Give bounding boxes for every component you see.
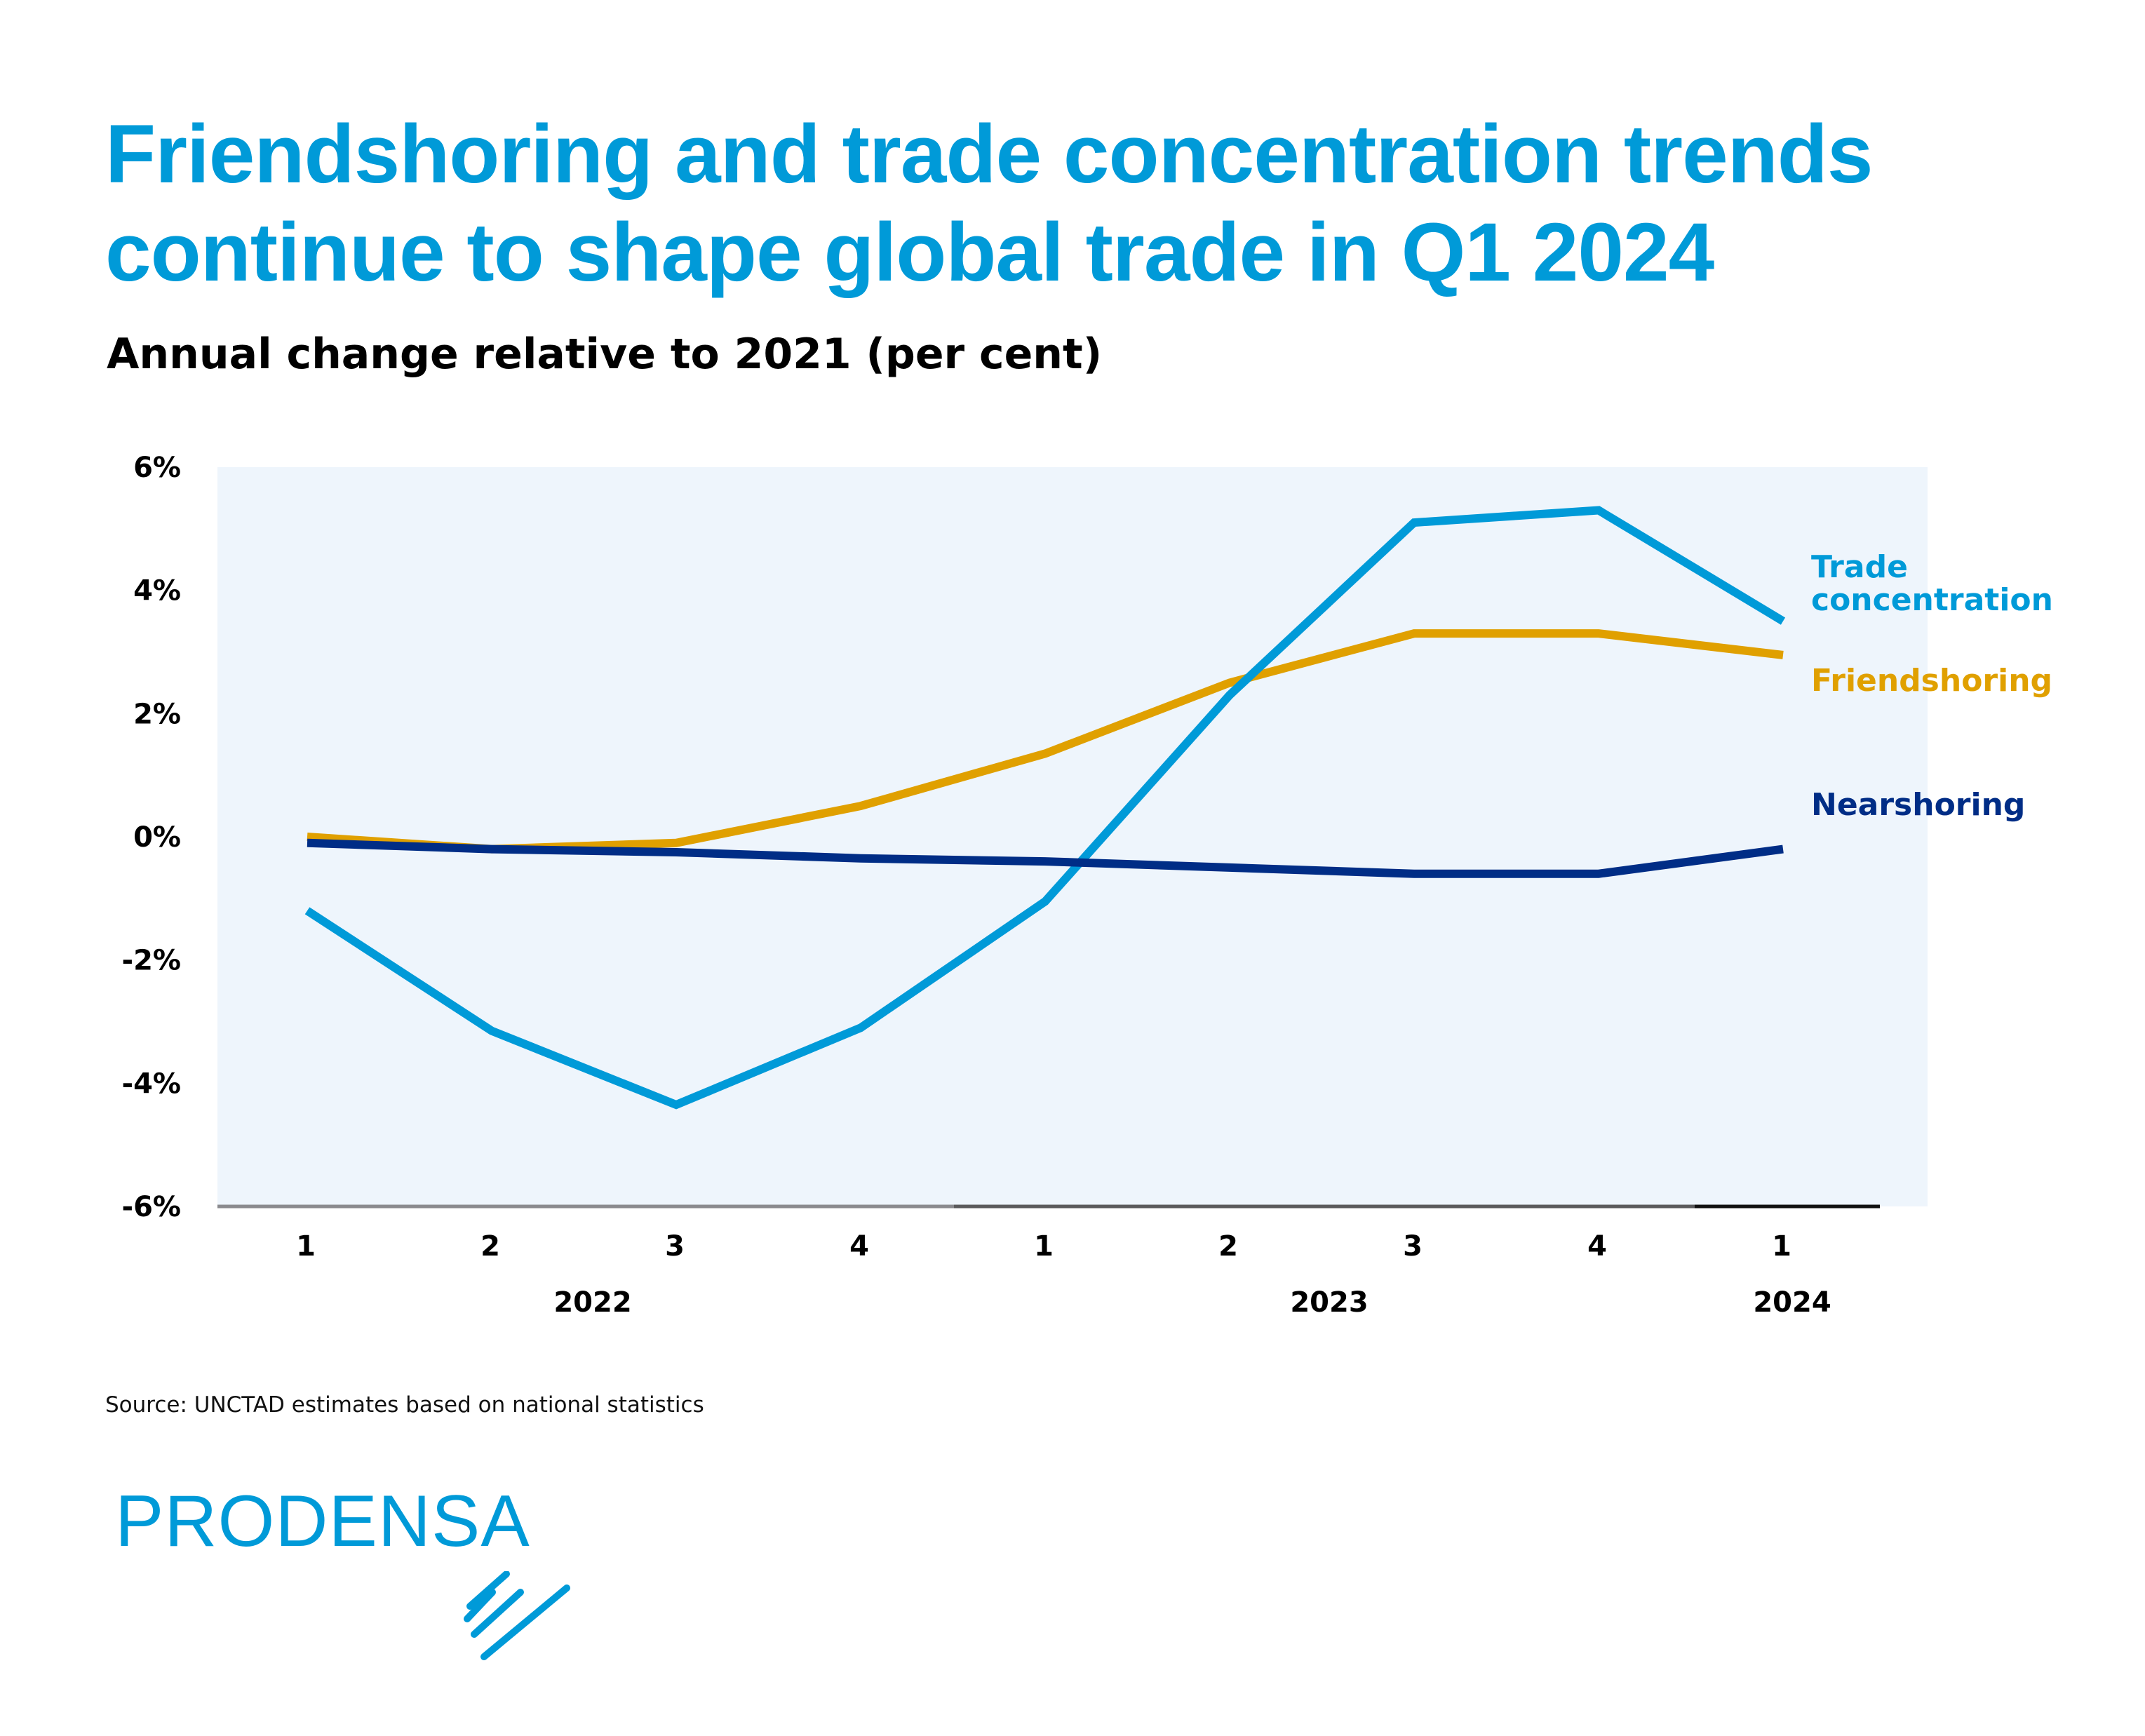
y-tick-label: -2% (121, 945, 181, 977)
y-tick-label: -4% (121, 1068, 181, 1100)
x-axis-ticks: 1 2 3 4 1 2 3 4 1 (296, 1230, 1791, 1263)
series-lines (304, 506, 1786, 1110)
x-tick-label: 4 (849, 1230, 869, 1263)
chart-subtitle: Annual change relative to 2021 (per cent… (107, 330, 1103, 379)
plot-background (217, 467, 1928, 1206)
series-line-nearshoring (307, 838, 1784, 878)
x-year-label: 2022 (553, 1286, 631, 1319)
y-tick-label: 2% (133, 698, 181, 730)
x-axis-year-labels: 2022 2023 2024 (553, 1286, 1831, 1319)
x-tick-label: 2 (480, 1230, 500, 1263)
x-tick-label: 1 (1034, 1230, 1054, 1263)
x-tick-label: 3 (665, 1230, 685, 1263)
y-tick-label: 4% (133, 575, 181, 607)
x-tick-label: 4 (1587, 1230, 1607, 1263)
x-tick-label: 1 (296, 1230, 316, 1263)
y-tick-label: -6% (121, 1191, 181, 1223)
x-tick-label: 2 (1218, 1230, 1238, 1263)
x-tick-label: 3 (1403, 1230, 1423, 1263)
prodensa-logo: PRODENSA (115, 1481, 530, 1562)
series-label-trade-concentration: concentration (1811, 582, 2053, 618)
y-tick-label: 0% (133, 821, 181, 854)
series-label-friendshoring: Friendshoring (1811, 663, 2052, 699)
series-label-nearshoring: Nearshoring (1811, 787, 2025, 823)
series-label-trade-concentration: Trade (1811, 549, 1908, 585)
series-line-trade-concentration (304, 506, 1786, 1110)
chart-title: Friendshoring and trade concentration tr… (105, 108, 1874, 299)
x-year-label: 2023 (1290, 1286, 1368, 1319)
x-year-label: 2024 (1753, 1286, 1831, 1319)
x-tick-label: 1 (1772, 1230, 1791, 1263)
line-chart: 6% 4% 2% 0% -2% -4% -6% 1 2 3 4 1 2 3 4 1 2022 2023 2024… (121, 452, 2053, 1319)
y-tick-label: 6% (133, 452, 181, 484)
prodensa-stripes-icon (464, 1571, 570, 1660)
source-note: Source: UNCTAD estimates based on nation… (105, 1392, 704, 1418)
y-axis-ticks: 6% 4% 2% 0% -2% -4% -6% (121, 452, 181, 1223)
